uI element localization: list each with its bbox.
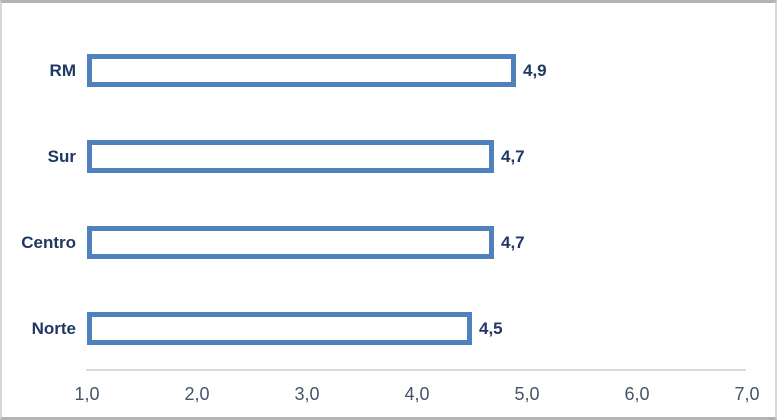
category-label: Centro bbox=[21, 233, 76, 252]
value-label: 4,7 bbox=[501, 233, 525, 252]
category-label: RM bbox=[49, 61, 76, 80]
x-axis-tick-label: 5,0 bbox=[514, 384, 540, 404]
bar bbox=[87, 312, 472, 345]
bar bbox=[87, 226, 494, 259]
bar bbox=[87, 140, 494, 173]
value-label: 4,9 bbox=[523, 61, 547, 80]
x-axis-tick-label: 6,0 bbox=[624, 384, 650, 404]
value-label: 4,5 bbox=[479, 319, 503, 338]
bar bbox=[87, 54, 516, 87]
value-label: 4,7 bbox=[501, 147, 525, 166]
x-axis-tick-label: 1,0 bbox=[74, 384, 100, 404]
x-axis-tick-label: 7,0 bbox=[734, 384, 760, 404]
x-axis-line bbox=[86, 369, 746, 371]
category-label: Norte bbox=[31, 319, 76, 338]
category-label: Sur bbox=[47, 147, 76, 166]
x-axis-tick-label: 2,0 bbox=[184, 384, 210, 404]
x-axis-tick-label: 3,0 bbox=[294, 384, 320, 404]
x-axis-tick-label: 4,0 bbox=[404, 384, 430, 404]
